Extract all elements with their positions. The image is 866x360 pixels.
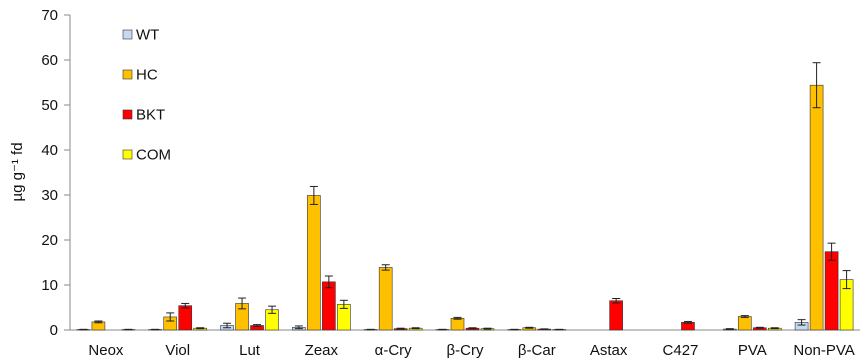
x-tick-label: Astax <box>590 342 628 359</box>
bar-hc <box>307 195 321 331</box>
chart-axes: 0 10 20 30 40 50 60 70 <box>41 7 860 339</box>
x-tick-label: Non-PVA <box>793 342 854 359</box>
bar-hc <box>737 316 752 331</box>
legend-swatch-bkt <box>122 109 133 120</box>
bar-hc <box>809 84 824 331</box>
legend-label-com: COM <box>136 147 171 164</box>
x-tick-label: Lut <box>239 342 261 359</box>
x-tick-label: α-Cry <box>375 342 412 359</box>
y-tick-label: 0 <box>50 322 58 339</box>
bar-bkt <box>178 305 193 331</box>
bar-bkt <box>609 300 623 331</box>
x-tick-label: PVA <box>738 342 767 359</box>
x-tick-label: β-Cry <box>447 342 484 359</box>
y-tick-label: 30 <box>41 187 58 204</box>
bar-hc <box>450 317 465 331</box>
x-tick-label: Neox <box>88 342 124 359</box>
x-tick-label: C427 <box>663 342 699 359</box>
legend-label-bkt: BKT <box>136 107 165 124</box>
legend-swatch-wt <box>122 29 133 40</box>
x-tick-label: Viol <box>165 342 190 359</box>
y-tick-label: 10 <box>41 277 58 294</box>
bar-bkt <box>322 281 336 331</box>
bar-hc <box>378 267 393 331</box>
chart-bars <box>76 62 854 331</box>
y-axis-label: µg g⁻¹ fd <box>9 142 26 201</box>
y-tick-label: 20 <box>41 232 58 249</box>
x-tick-label: Zeax <box>305 342 339 359</box>
bar-bkt <box>824 251 839 331</box>
legend-label-hc: HC <box>136 67 158 84</box>
legend-swatch-com <box>122 149 133 160</box>
x-tick-label: β-Car <box>518 342 556 359</box>
y-tick-label: 40 <box>41 142 58 159</box>
y-tick-label: 50 <box>41 97 58 114</box>
x-tick-labels: Neox Viol Lut Zeax α-Cry β-Cry β-Car Astax C427 P… <box>88 342 854 359</box>
y-tick-label: 70 <box>41 7 58 24</box>
legend-swatch-hc <box>122 69 133 80</box>
legend-label-wt: WT <box>136 27 159 44</box>
chart-legend: WT HC BKT COM <box>122 27 171 164</box>
y-tick-label: 60 <box>41 52 58 69</box>
